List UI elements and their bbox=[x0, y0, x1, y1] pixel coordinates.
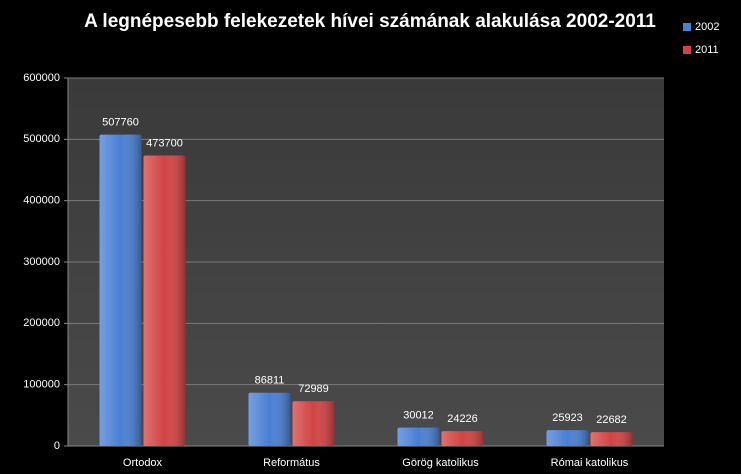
y-tick-label: 0 bbox=[54, 440, 60, 452]
legend-swatch bbox=[683, 23, 691, 31]
data-label: 22682 bbox=[596, 414, 627, 426]
data-label: 507760 bbox=[102, 116, 139, 128]
data-label: 72989 bbox=[298, 383, 329, 395]
x-tick-label: Református bbox=[263, 457, 320, 469]
data-label: 24226 bbox=[447, 413, 478, 425]
bar bbox=[143, 155, 186, 447]
data-label: 86811 bbox=[255, 375, 285, 387]
bar bbox=[99, 134, 142, 447]
data-label: 30012 bbox=[403, 409, 434, 421]
legend-label: 2002 bbox=[695, 21, 719, 33]
x-tick-label: Római katolikus bbox=[551, 457, 629, 469]
y-tick-label: 100000 bbox=[23, 379, 60, 391]
legend-swatch bbox=[683, 46, 691, 54]
bar bbox=[546, 430, 589, 446]
y-tick-label: 600000 bbox=[23, 72, 60, 84]
bar bbox=[292, 401, 335, 446]
x-tick-label: Görög katolikus bbox=[402, 457, 479, 469]
bar bbox=[441, 431, 484, 446]
y-tick-label: 400000 bbox=[23, 195, 60, 207]
bar bbox=[590, 432, 633, 446]
legend-label: 2011 bbox=[695, 44, 719, 56]
x-tick-label: Ortodox bbox=[123, 457, 163, 469]
data-label: 473700 bbox=[146, 137, 183, 149]
bar bbox=[248, 392, 291, 446]
y-tick-label: 200000 bbox=[23, 317, 60, 329]
y-tick-label: 500000 bbox=[23, 133, 60, 145]
data-label: 25923 bbox=[552, 412, 583, 424]
bar bbox=[397, 427, 440, 446]
y-tick-label: 300000 bbox=[23, 256, 60, 268]
chart-title: A legnépesebb felekezetek hívei számának… bbox=[84, 11, 656, 32]
